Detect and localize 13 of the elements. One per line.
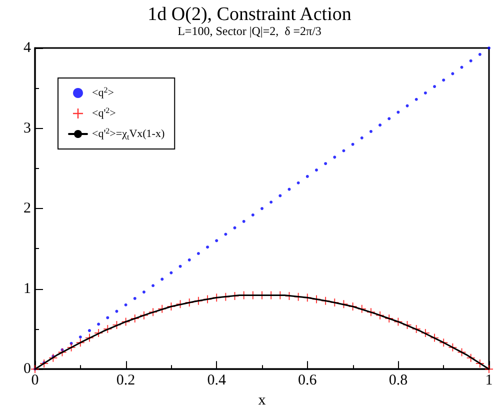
x-tick-label: 0.8: [388, 372, 408, 389]
chart-title: 1d O(2), Constraint Action: [148, 4, 352, 25]
y-tick-label: 0: [24, 361, 31, 378]
y-tick-label: 2: [24, 200, 31, 217]
x-tick-label: 0.2: [116, 372, 136, 389]
x-tick-label: 0.6: [298, 372, 318, 389]
y-tick-label: 1: [24, 280, 31, 297]
chart-subtitle: L=100, Sector |Q|=2, δ =2π/3: [178, 24, 322, 38]
x-tick-label: 1: [485, 372, 493, 389]
y-tick-label: 4: [24, 40, 32, 56]
x-axis-title: x: [258, 392, 266, 408]
y-tick-label: 3: [24, 120, 31, 136]
x-tick-label: 0.4: [207, 372, 226, 389]
